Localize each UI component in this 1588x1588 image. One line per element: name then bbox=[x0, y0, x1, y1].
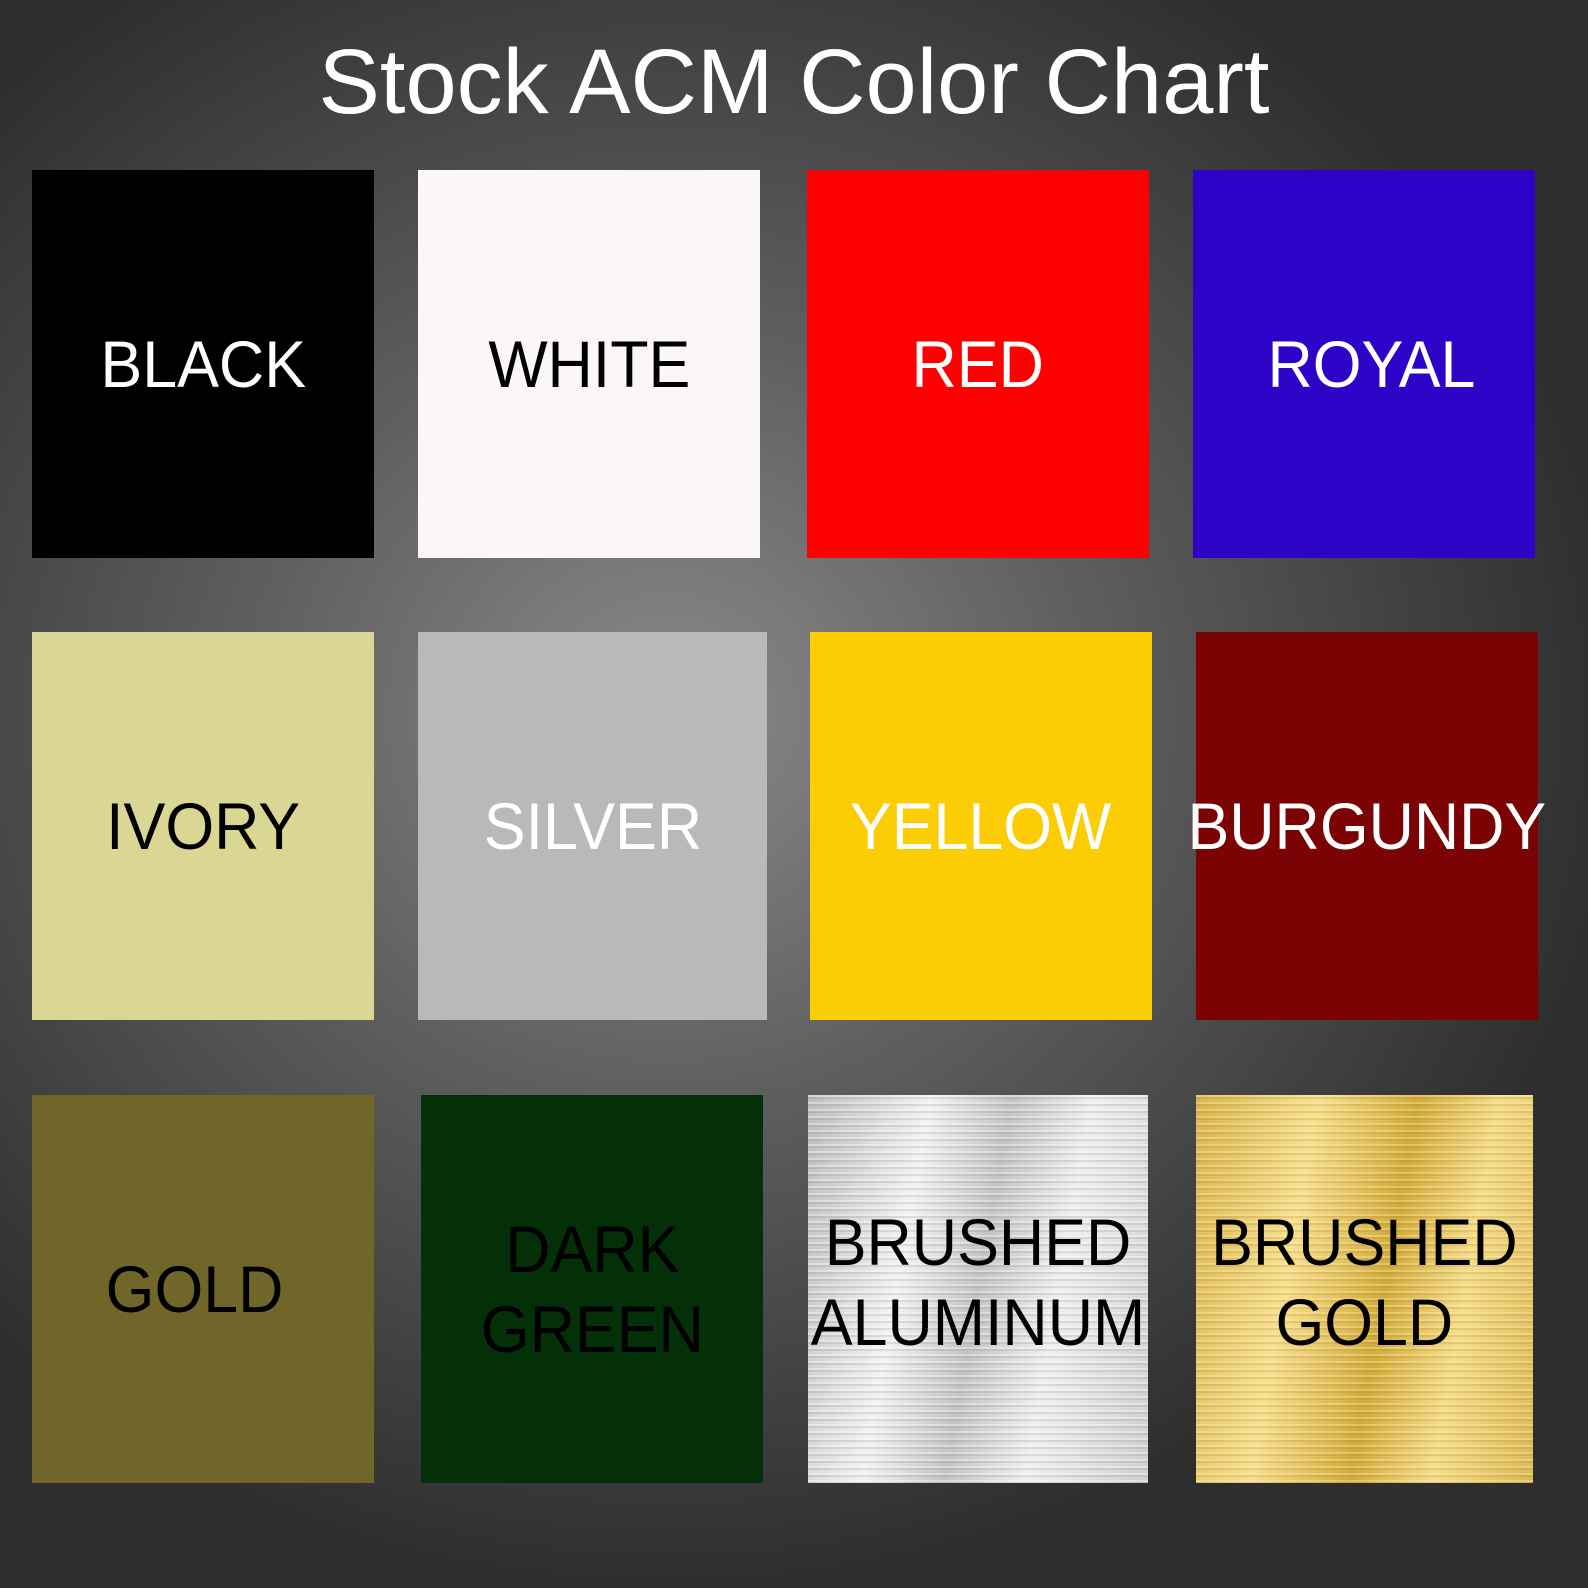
chart-title: Stock ACM Color Chart bbox=[318, 31, 1270, 133]
swatch-label: BRUSHED ALUMINUM bbox=[810, 1205, 1146, 1359]
swatch-red: RED bbox=[807, 170, 1149, 558]
swatch-label: WHITE bbox=[487, 327, 690, 401]
swatch-yellow: YELLOW bbox=[810, 632, 1152, 1020]
swatch-ivory: IVORY bbox=[32, 632, 374, 1020]
swatch-brushed-gold: BRUSHED GOLD bbox=[1196, 1095, 1533, 1483]
swatch-brushed-aluminum: BRUSHED ALUMINUM bbox=[808, 1095, 1148, 1483]
swatch-label: ROYAL bbox=[1267, 327, 1475, 401]
swatch-label: DARK GREEN bbox=[480, 1212, 704, 1366]
swatch-white: WHITE bbox=[418, 170, 760, 558]
swatch-dark-green: DARK GREEN bbox=[421, 1095, 763, 1483]
swatch-gold: GOLD bbox=[32, 1095, 374, 1483]
swatch-label: BURGUNDY bbox=[1187, 789, 1547, 863]
swatch-label: RED bbox=[911, 327, 1045, 401]
swatch-black: BLACK bbox=[32, 170, 374, 558]
swatch-label: BRUSHED GOLD bbox=[1211, 1205, 1518, 1359]
swatch-silver: SILVER bbox=[418, 632, 767, 1020]
swatch-label: YELLOW bbox=[850, 789, 1112, 863]
swatch-label: BLACK bbox=[100, 327, 306, 401]
swatch-label: GOLD bbox=[106, 1252, 284, 1326]
swatch-royal: ROYAL bbox=[1193, 170, 1535, 558]
swatch-burgundy: BURGUNDY bbox=[1188, 632, 1546, 1020]
swatch-label: IVORY bbox=[106, 789, 300, 863]
swatch-label: SILVER bbox=[483, 789, 702, 863]
